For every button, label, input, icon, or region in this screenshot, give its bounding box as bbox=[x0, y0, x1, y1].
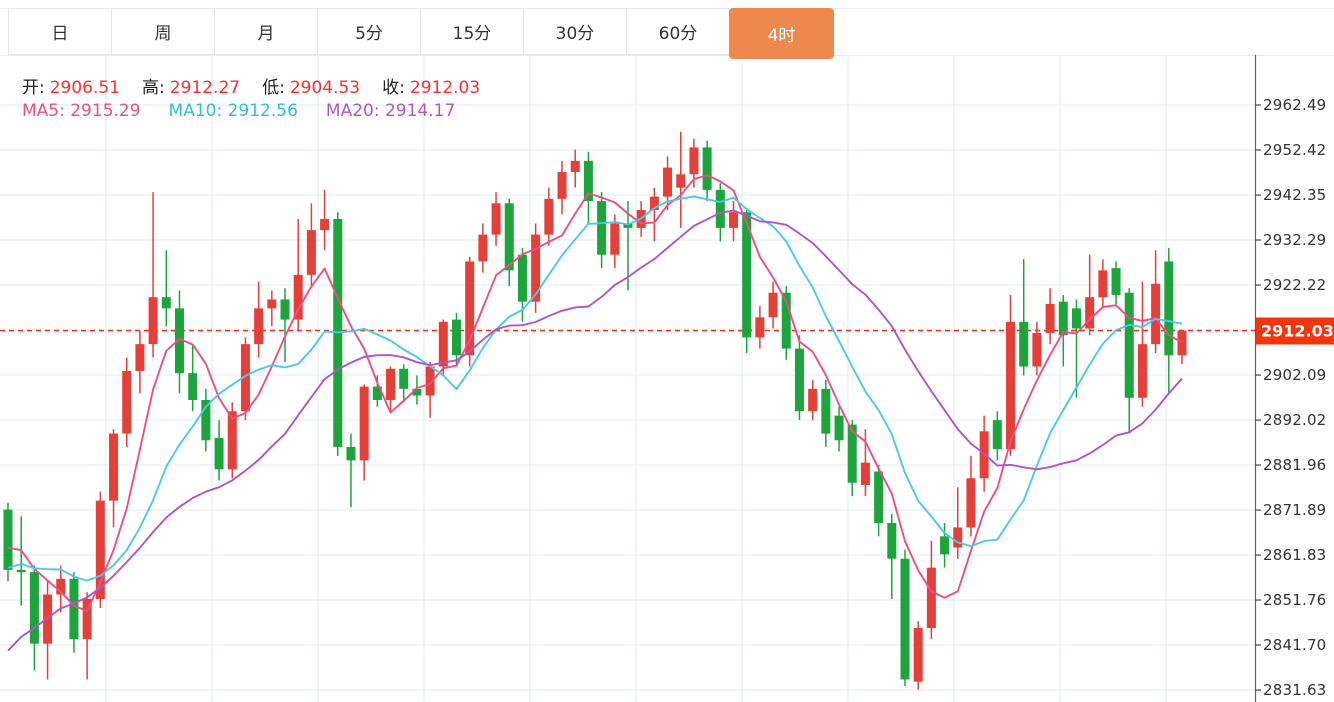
timeframe-button-月[interactable]: 月 bbox=[214, 8, 318, 55]
ohlc-label: 高: bbox=[142, 78, 165, 98]
timeframe-button-30分[interactable]: 30分 bbox=[523, 8, 627, 55]
axis-label: 2871.89 bbox=[1263, 501, 1327, 520]
timeframe-button-5分[interactable]: 5分 bbox=[317, 8, 421, 55]
axis-label: 2841.70 bbox=[1263, 636, 1327, 655]
axis-label: 2932.29 bbox=[1263, 231, 1327, 250]
toolbar: 日周月 5分 15分 30分 60分 4时 bbox=[8, 8, 834, 59]
ma10-line bbox=[7, 195, 1183, 582]
ohlc-label: 开: bbox=[22, 78, 45, 98]
timeframe-button-日[interactable]: 日 bbox=[8, 8, 112, 55]
ohlc-value: 2906.51 bbox=[49, 78, 121, 98]
axis-label: 2952.42 bbox=[1263, 141, 1327, 160]
axis-label: 2892.02 bbox=[1263, 411, 1327, 430]
axis-label: 2922.22 bbox=[1263, 276, 1327, 295]
ma-legend-item: MA10: 2912.56 bbox=[168, 101, 298, 121]
axis-label: 2851.76 bbox=[1263, 591, 1327, 610]
ohlc-value: 2912.03 bbox=[409, 78, 481, 98]
ma-legend-item: MA5: 2915.29 bbox=[22, 101, 141, 121]
timeframe-button-15分[interactable]: 15分 bbox=[420, 8, 524, 55]
timeframe-button-周[interactable]: 周 bbox=[111, 8, 215, 55]
toolbar-bottom-border bbox=[0, 55, 1334, 56]
axis-label: 2831.63 bbox=[1263, 681, 1327, 700]
current-price-tag: 2912.03 bbox=[1256, 317, 1334, 345]
ma-legend: MA5: 2915.29 MA10: 2912.56 MA20: 2914.17 bbox=[22, 101, 483, 121]
axis-label: 2902.09 bbox=[1263, 366, 1327, 385]
ohlc-value: 2904.53 bbox=[289, 78, 361, 98]
ohlc-label: 收: bbox=[382, 78, 405, 98]
ma-legend-item: MA20: 2914.17 bbox=[325, 101, 456, 121]
ohlc-row: 开: 2906.51 高: 2912.27 低: 2904.53 收: 2912.03 bbox=[22, 73, 502, 98]
ma20-line bbox=[7, 209, 1183, 652]
ohlc-value: 2912.27 bbox=[169, 78, 241, 98]
timeframe-button-60分[interactable]: 60分 bbox=[626, 8, 730, 55]
ohlc-label: 低: bbox=[262, 78, 285, 98]
axis-label: 2881.96 bbox=[1263, 456, 1327, 475]
ma5-line bbox=[7, 174, 1183, 612]
axis-label: 2962.49 bbox=[1263, 96, 1327, 114]
axis-label: 2942.35 bbox=[1263, 186, 1327, 205]
timeframe-button-4时[interactable]: 4时 bbox=[729, 8, 834, 59]
axis-label: 2861.83 bbox=[1263, 546, 1327, 565]
